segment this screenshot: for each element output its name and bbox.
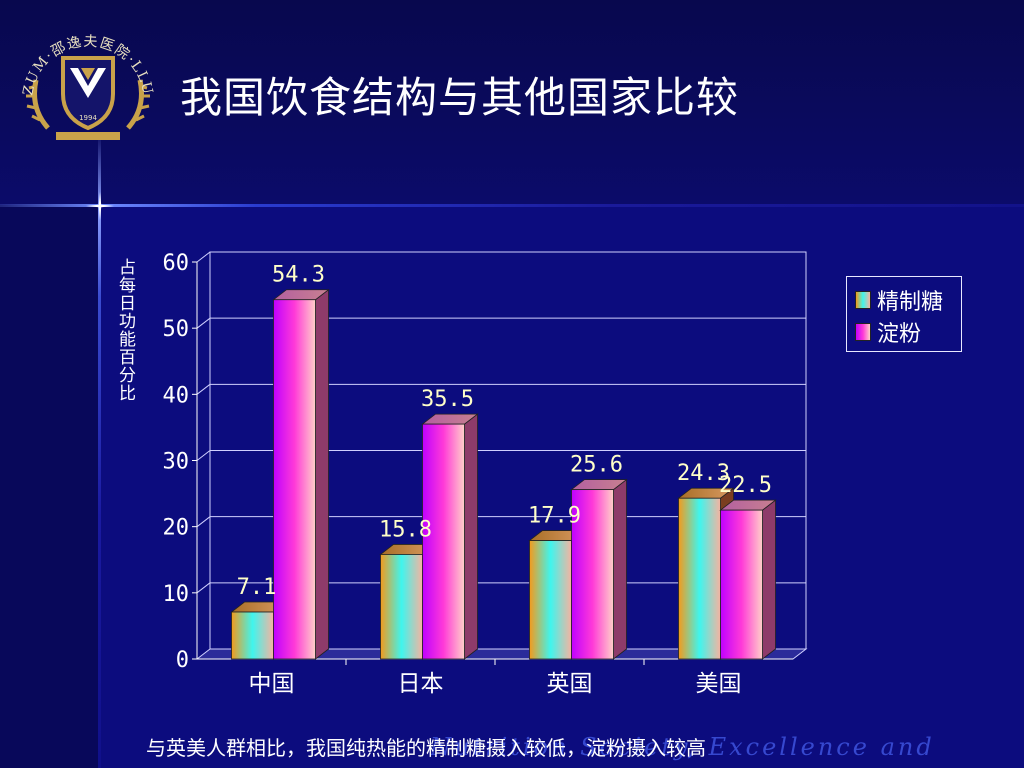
legend-swatch-starch bbox=[855, 323, 871, 341]
y-tick-label: 30 bbox=[163, 450, 190, 475]
data-label: 54.3 bbox=[272, 263, 325, 288]
left-strip bbox=[0, 205, 100, 768]
gridline-diagonal bbox=[196, 516, 211, 528]
bar bbox=[529, 540, 572, 660]
bar bbox=[380, 554, 423, 660]
data-label: 15.8 bbox=[379, 517, 432, 542]
logo-year: 1994 bbox=[79, 114, 97, 122]
y-tick-label: 60 bbox=[163, 251, 190, 276]
data-label: 35.5 bbox=[421, 387, 474, 412]
y-axis-label: 占每日功能百分比 bbox=[115, 258, 135, 402]
gridline-diagonal bbox=[196, 383, 211, 395]
horizontal-rule bbox=[0, 204, 1024, 207]
chart-bars bbox=[230, 288, 777, 660]
y-tick-label: 40 bbox=[163, 383, 190, 408]
gridline-diagonal bbox=[196, 251, 211, 263]
hospital-logo: ZUM·邵逸夫医院·LLU 1994 bbox=[20, 34, 154, 140]
legend-label-starch: 淀粉 bbox=[877, 322, 922, 347]
vertical-rule bbox=[98, 140, 101, 768]
data-label: 7.1 bbox=[237, 575, 277, 600]
bar-side bbox=[464, 413, 478, 660]
data-label: 17.9 bbox=[528, 504, 581, 529]
chart-legend: 精制糖 淀粉 bbox=[846, 276, 962, 352]
bar-side bbox=[762, 499, 776, 660]
gridline-diagonal bbox=[196, 450, 211, 461]
bar bbox=[571, 489, 614, 660]
gridline-diagonal bbox=[196, 317, 211, 329]
y-tick-label: 20 bbox=[163, 516, 190, 541]
bar bbox=[273, 299, 316, 660]
bar-side bbox=[315, 288, 329, 660]
sparkle-icon bbox=[86, 192, 114, 220]
data-label: 24.3 bbox=[677, 461, 730, 486]
x-tick-label: 日本 bbox=[398, 671, 444, 697]
slide-caption: 与英美人群相比，我国纯热能的精制糖摄入较低，淀粉摄入较高 bbox=[146, 736, 706, 760]
x-tick-label: 中国 bbox=[249, 671, 295, 697]
legend-swatch-refined-sugar bbox=[855, 291, 871, 309]
bar bbox=[422, 423, 465, 660]
title-band bbox=[0, 0, 1024, 205]
y-tick-label: 10 bbox=[163, 582, 190, 607]
page-title: 我国饮食结构与其他国家比较 bbox=[180, 73, 740, 122]
bar-side bbox=[613, 478, 627, 660]
hospital-emblem-icon bbox=[26, 56, 150, 140]
x-tick-label: 英国 bbox=[547, 671, 593, 697]
y-tick-label: 0 bbox=[176, 648, 189, 673]
legend-label-refined-sugar: 精制糖 bbox=[877, 290, 944, 315]
legend-item-starch: 淀粉 bbox=[855, 316, 961, 348]
bar bbox=[231, 611, 274, 660]
bar bbox=[678, 497, 721, 660]
y-tick-label: 50 bbox=[163, 317, 190, 342]
data-label: 22.5 bbox=[719, 473, 772, 498]
legend-item-refined-sugar: 精制糖 bbox=[855, 284, 961, 316]
data-label: 25.6 bbox=[570, 453, 623, 478]
chart-labels: 7.1 54.3 15.8 35.5 17.9 25.6 24.322.5 bbox=[237, 263, 772, 600]
gridline-diagonal bbox=[196, 582, 211, 594]
bar bbox=[720, 509, 763, 660]
background-watermark: Nutrition Society, Excellence and bbox=[430, 733, 935, 761]
x-tick-label: 美国 bbox=[696, 671, 742, 697]
